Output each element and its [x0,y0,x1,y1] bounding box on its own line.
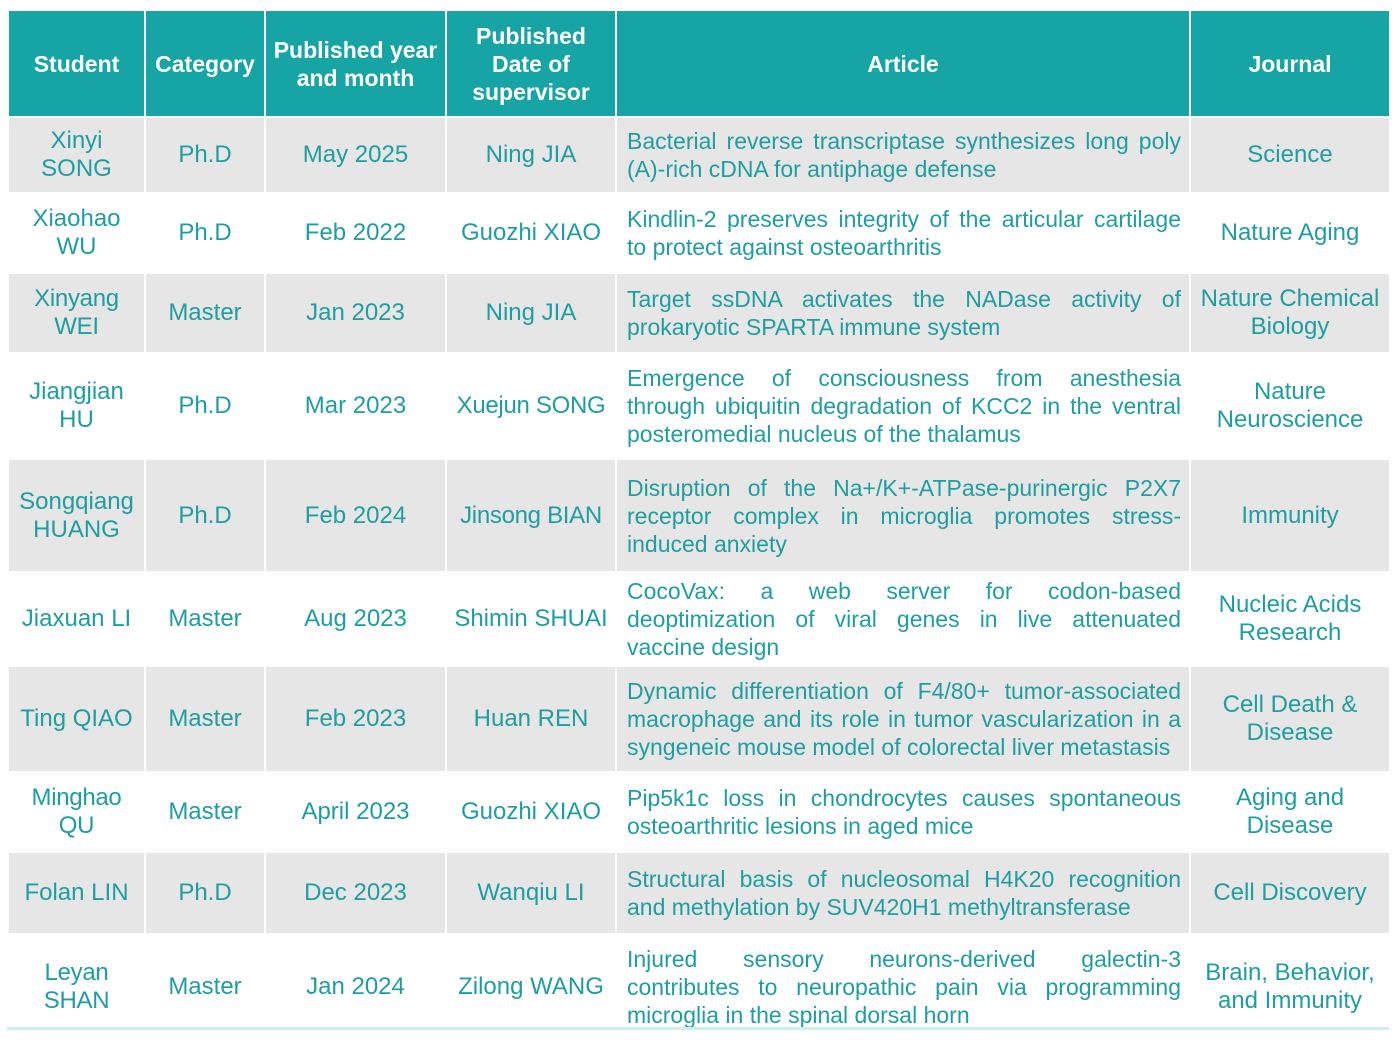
table-row: Xinyi SONG Ph.D May 2025 Ning JIA Bacter… [7,116,1391,194]
table-header-row: Student Category Published year and mont… [7,9,1391,118]
supervisor-cell: Zilong WANG [445,933,617,1041]
journal-cell: Brain, Behavior, and Immunity [1189,933,1391,1041]
date-cell: Jan 2023 [264,272,447,354]
header-journal: Journal [1189,9,1391,118]
journal-cell: Cell Death & Disease [1189,665,1391,773]
journal-cell: Nature Aging [1189,192,1391,274]
article-cell: Bacterial reverse transcriptase synthesi… [615,116,1191,194]
supervisor-cell: Huan REN [445,665,617,773]
date-cell: Feb 2022 [264,192,447,274]
student-cell: Xinyang WEI [7,272,146,354]
date-cell: Feb 2024 [264,458,447,573]
date-cell: April 2023 [264,771,447,853]
student-cell: Xinyi SONG [7,116,146,194]
article-cell: Emergence of consciousness from anesthes… [615,352,1191,460]
header-published-year-month: Published year and month [264,9,447,118]
table-row: Xiaohao WU Ph.D Feb 2022 Guozhi XIAO Kin… [7,192,1391,274]
date-cell: Mar 2023 [264,352,447,460]
category-cell: Master [144,665,266,773]
date-cell: Feb 2023 [264,665,447,773]
article-cell: Kindlin-2 preserves integrity of the art… [615,192,1191,274]
student-cell: Jiaxuan LI [7,571,146,667]
article-cell: Pip5k1c loss in chondrocytes causes spon… [615,771,1191,853]
category-cell: Ph.D [144,192,266,274]
supervisor-cell: Guozhi XIAO [445,192,617,274]
date-cell: Aug 2023 [264,571,447,667]
date-cell: May 2025 [264,116,447,194]
category-cell: Ph.D [144,851,266,935]
article-cell: Target ssDNA activates the NADase activi… [615,272,1191,354]
article-cell: Dynamic differentiation of F4/80+ tumor-… [615,665,1191,773]
student-cell: Minghao QU [7,771,146,853]
date-cell: Jan 2024 [264,933,447,1041]
journal-cell: Nature Chemical Biology [1189,272,1391,354]
publications-table-container: Student Category Published year and mont… [7,9,1391,1041]
category-cell: Ph.D [144,352,266,460]
supervisor-cell: Ning JIA [445,272,617,354]
table-row: Xinyang WEI Master Jan 2023 Ning JIA Tar… [7,272,1391,354]
article-cell: Structural basis of nucleosomal H4K20 re… [615,851,1191,935]
supervisor-cell: Wanqiu LI [445,851,617,935]
article-cell: CocoVax: a web server for codon-based de… [615,571,1191,667]
category-cell: Master [144,771,266,853]
category-cell: Master [144,933,266,1041]
journal-cell: Aging and Disease [1189,771,1391,853]
student-cell: Jiangjian HU [7,352,146,460]
date-cell: Dec 2023 [264,851,447,935]
table-row: Songqiang HUANG Ph.D Feb 2024 Jinsong BI… [7,458,1391,573]
journal-cell: Science [1189,116,1391,194]
article-cell: Injured sensory neurons-derived galectin… [615,933,1191,1041]
supervisor-cell: Ning JIA [445,116,617,194]
article-cell: Disruption of the Na+/K+-ATPase-purinerg… [615,458,1191,573]
header-category: Category [144,9,266,118]
table-row: Minghao QU Master April 2023 Guozhi XIAO… [7,771,1391,853]
category-cell: Master [144,571,266,667]
header-published-date-supervisor: Published Date of supervisor [445,9,617,118]
student-cell: Folan LIN [7,851,146,935]
student-cell: Songqiang HUANG [7,458,146,573]
supervisor-cell: Xuejun SONG [445,352,617,460]
table-row: Folan LIN Ph.D Dec 2023 Wanqiu LI Struct… [7,851,1391,935]
journal-cell: Nature Neuroscience [1189,352,1391,460]
journal-cell: Cell Discovery [1189,851,1391,935]
header-student: Student [7,9,146,118]
table-row: Ting QIAO Master Feb 2023 Huan REN Dynam… [7,665,1391,773]
student-cell: Leyan SHAN [7,933,146,1041]
supervisor-cell: Jinsong BIAN [445,458,617,573]
supervisor-cell: Guozhi XIAO [445,771,617,853]
category-cell: Ph.D [144,458,266,573]
table-row: Leyan SHAN Master Jan 2024 Zilong WANG I… [7,933,1391,1041]
table-row: Jiaxuan LI Master Aug 2023 Shimin SHUAI … [7,571,1391,667]
table-bottom-rule [7,1027,1389,1030]
journal-cell: Immunity [1189,458,1391,573]
publications-table: Student Category Published year and mont… [7,9,1391,1041]
journal-cell: Nucleic Acids Research [1189,571,1391,667]
header-article: Article [615,9,1191,118]
category-cell: Master [144,272,266,354]
supervisor-cell: Shimin SHUAI [445,571,617,667]
table-row: Jiangjian HU Ph.D Mar 2023 Xuejun SONG E… [7,352,1391,460]
category-cell: Ph.D [144,116,266,194]
student-cell: Xiaohao WU [7,192,146,274]
student-cell: Ting QIAO [7,665,146,773]
